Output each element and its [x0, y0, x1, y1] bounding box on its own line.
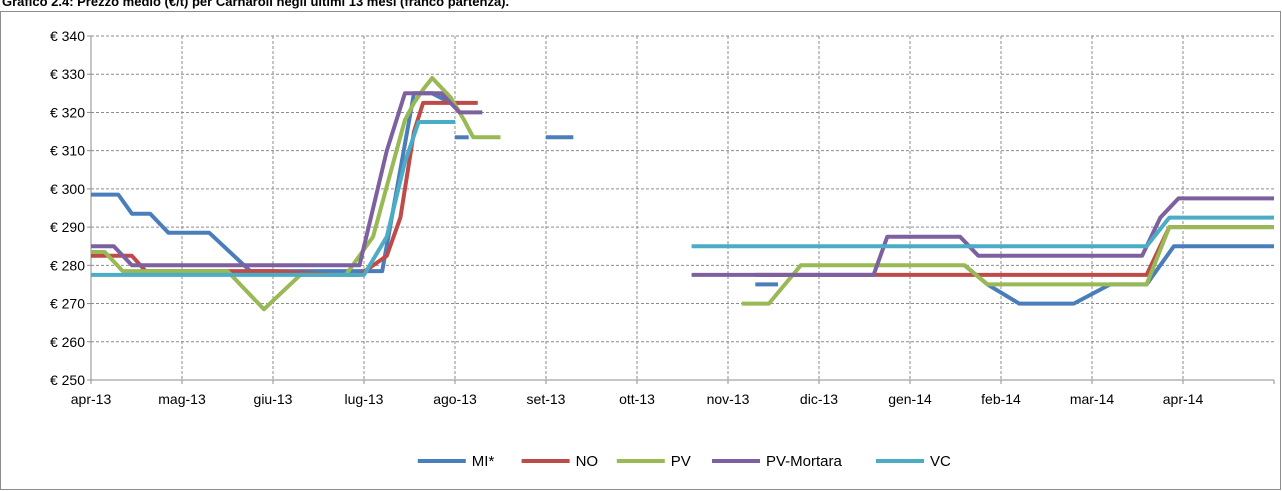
series-lines [91, 76, 1274, 312]
y-tick-label: € 260 [50, 334, 85, 350]
x-tick-label: nov-13 [707, 391, 750, 407]
legend-label: VC [930, 453, 951, 470]
y-tick-label: € 300 [50, 181, 85, 197]
x-tick-label: apr-14 [1163, 391, 1204, 407]
x-tick-label: mar-14 [1070, 391, 1115, 407]
series-line-segment [741, 225, 1274, 306]
chart-frame [0, 11, 1281, 490]
x-tick-label: giu-13 [254, 391, 293, 407]
axes [87, 35, 1275, 384]
legend-label: PV [671, 453, 691, 470]
gridlines [91, 35, 1274, 380]
legend-label: NO [576, 453, 599, 470]
series-line-segment [963, 244, 1274, 306]
legend-item: PV-Mortara [712, 453, 843, 470]
series-line-segment [91, 120, 455, 277]
legend-item: PV [616, 453, 691, 470]
series-line-segment [691, 215, 1274, 249]
legend-item: NO [521, 453, 599, 470]
y-tick-label: € 270 [50, 296, 85, 312]
x-axis-tick-labels: apr-13 mag-13 giu-13 lug-13 ago-13 set-13 ott-… [71, 391, 1204, 407]
y-tick-label: € 290 [50, 219, 85, 235]
y-tick-label: € 310 [50, 143, 85, 159]
series-line-segment [91, 100, 478, 277]
x-tick-label: apr-13 [71, 391, 112, 407]
legend-label: MI* [472, 453, 495, 470]
x-tick-label: mag-13 [158, 391, 206, 407]
x-tick-label: gen-14 [888, 391, 932, 407]
x-tick-label: lug-13 [345, 391, 384, 407]
legend-item: MI* [417, 453, 495, 470]
y-tick-label: € 330 [50, 66, 85, 82]
x-tick-label: ott-13 [619, 391, 655, 407]
x-tick-label: set-13 [527, 391, 566, 407]
x-tick-label: dic-13 [800, 391, 838, 407]
y-axis-tick-labels: € 250 € 260 € 270 € 280 € 290 € 300 € 310 € 320… [50, 28, 85, 388]
x-tick-label: ago-13 [433, 391, 477, 407]
legend-item: VC [876, 453, 951, 470]
series-line-segment [755, 225, 1274, 277]
chart-title: Grafico 2.4: Prezzo medio (€/t) per Carn… [2, 0, 510, 9]
series-vc [91, 120, 1274, 277]
y-tick-label: € 340 [50, 28, 85, 44]
legend-label: PV-Mortara [766, 453, 843, 470]
y-tick-label: € 250 [50, 372, 85, 388]
series-line-segment [91, 91, 483, 268]
x-tick-label: feb-14 [981, 391, 1021, 407]
y-tick-label: € 320 [50, 104, 85, 120]
y-tick-label: € 280 [50, 257, 85, 273]
legend: MI* NO PV PV-Mortara VC [417, 453, 951, 470]
series-line-segment [691, 196, 1274, 277]
series-pv-mortara [91, 91, 1274, 277]
